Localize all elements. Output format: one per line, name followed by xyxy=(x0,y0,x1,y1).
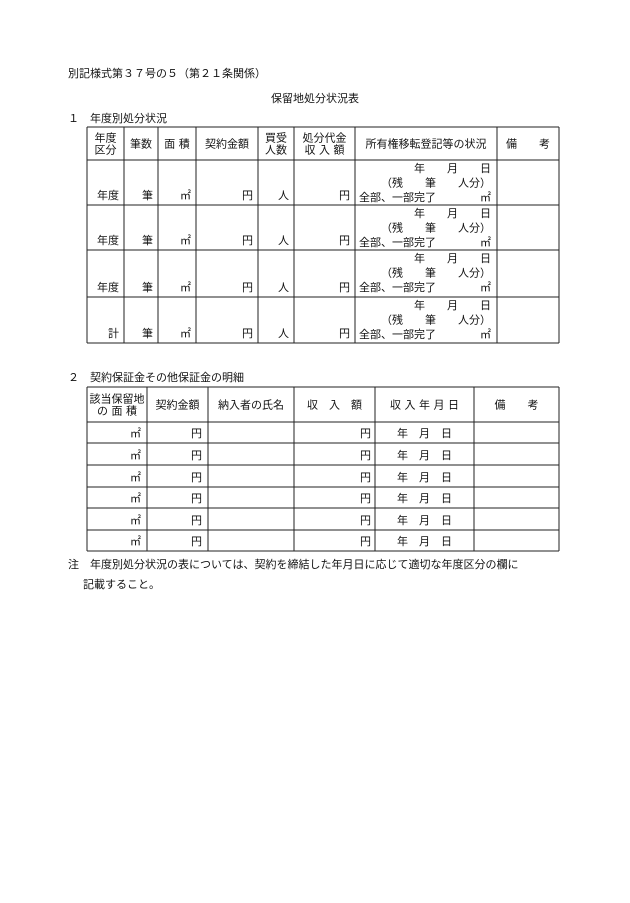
column-header: 区分 xyxy=(95,144,117,157)
table-cell: ㎡ xyxy=(130,514,141,527)
table-cell: 円 xyxy=(191,471,202,484)
column-header: 所有権移転登記等の状況 xyxy=(366,137,487,151)
status-line: 全部、一部完了 ㎡ xyxy=(359,235,491,249)
table-cell: 円 xyxy=(360,471,371,484)
section-heading: ２ 契約保証金その他保証金の明細 xyxy=(68,370,244,384)
table-cell: 円 xyxy=(360,449,371,462)
table-cell: 人 xyxy=(278,281,289,294)
status-line: 全部、一部完了 ㎡ xyxy=(359,327,491,341)
status-line: （残 筆 人分） xyxy=(381,266,491,280)
column-header: 買受 xyxy=(265,132,287,145)
status-line: （残 筆 人分） xyxy=(381,221,491,235)
table-cell: ㎡ xyxy=(130,492,141,505)
column-header: 契約金額 xyxy=(205,137,249,151)
table-cell: 年度 xyxy=(97,188,119,202)
column-header: 収 入 年 月 日 xyxy=(390,398,459,412)
table-cell: ㎡ xyxy=(130,427,141,440)
table-cell: 年 月 日 xyxy=(397,448,452,462)
table-cell: 人 xyxy=(278,234,289,247)
table-cell: ㎡ xyxy=(130,471,141,484)
status-line: 全部、一部完了 ㎡ xyxy=(359,280,491,294)
column-header: 面 積 xyxy=(164,137,190,151)
table-cell: 筆 xyxy=(142,233,153,247)
table-cell: 円 xyxy=(191,449,202,462)
table-cell: 円 xyxy=(242,234,253,247)
table-cell: 年 月 日 xyxy=(397,513,452,527)
column-header: 契約金額 xyxy=(156,398,200,412)
table-cell: 人 xyxy=(278,189,289,202)
note-line: 注 年度別処分状況の表については、契約を締結した年月日に応じて適切な年度区分の欄… xyxy=(68,557,518,571)
status-line: 年 月 日 xyxy=(414,251,491,265)
status-line: 年 月 日 xyxy=(414,161,491,175)
document-title: 保留地処分状況表 xyxy=(271,91,359,105)
table-cell: 円 xyxy=(191,535,202,548)
table-cell: 年 月 日 xyxy=(397,470,452,484)
table-cell: 円 xyxy=(360,427,371,440)
table-cell: ㎡ xyxy=(180,189,191,202)
table-cell: 筆 xyxy=(142,188,153,202)
status-line: 全部、一部完了 ㎡ xyxy=(359,190,491,204)
column-header: 納入者の氏名 xyxy=(218,398,284,412)
column-header: 人数 xyxy=(265,144,287,157)
column-header: 収 入 額 xyxy=(307,398,362,412)
column-header: 年度 xyxy=(95,131,117,145)
table-cell: 年 月 日 xyxy=(397,426,452,440)
table-cell: 円 xyxy=(242,189,253,202)
table-cell: 年度 xyxy=(97,280,119,294)
table-cell: 円 xyxy=(339,327,350,340)
table-cell: 筆 xyxy=(142,280,153,294)
table-cell: 円 xyxy=(339,234,350,247)
table-cell: 円 xyxy=(191,514,202,527)
column-header: 該当保留地 xyxy=(90,392,145,406)
table-cell: 年 月 日 xyxy=(397,534,452,548)
section-heading: １ 年度別処分状況 xyxy=(68,111,167,125)
column-header: 収 入 額 xyxy=(305,143,345,157)
status-line: 年 月 日 xyxy=(414,298,491,312)
table-cell: 人 xyxy=(278,327,289,340)
table-cell: ㎡ xyxy=(180,234,191,247)
table-cell: 年度 xyxy=(97,233,119,247)
table-cell: 円 xyxy=(339,189,350,202)
status-line: （残 筆 人分） xyxy=(381,313,491,327)
column-header: 処分代金 xyxy=(303,132,347,145)
table-cell: 円 xyxy=(242,281,253,294)
form-id: 別記様式第３７号の５（第２１条関係） xyxy=(68,66,266,80)
table-cell: 計 xyxy=(108,326,119,340)
table-cell: ㎡ xyxy=(180,327,191,340)
table-cell: 円 xyxy=(360,514,371,527)
table-cell: ㎡ xyxy=(130,449,141,462)
column-header: 筆数 xyxy=(130,137,152,151)
table-cell: ㎡ xyxy=(130,535,141,548)
column-header: の 面 積 xyxy=(97,404,137,418)
table-cell: 円 xyxy=(339,281,350,294)
table-cell: 円 xyxy=(360,492,371,505)
column-header: 備 考 xyxy=(506,138,550,151)
column-header: 備 考 xyxy=(495,399,539,412)
status-line: 年 月 日 xyxy=(414,206,491,220)
table-cell: ㎡ xyxy=(180,281,191,294)
table-cell: 円 xyxy=(191,427,202,440)
table-cell: 円 xyxy=(242,327,253,340)
table-cell: 筆 xyxy=(142,326,153,340)
table-cell: 円 xyxy=(360,535,371,548)
table-cell: 年 月 日 xyxy=(397,491,452,505)
note-line: 記載すること。 xyxy=(83,578,160,591)
status-line: （残 筆 人分） xyxy=(381,176,491,190)
table-cell: 円 xyxy=(191,492,202,505)
